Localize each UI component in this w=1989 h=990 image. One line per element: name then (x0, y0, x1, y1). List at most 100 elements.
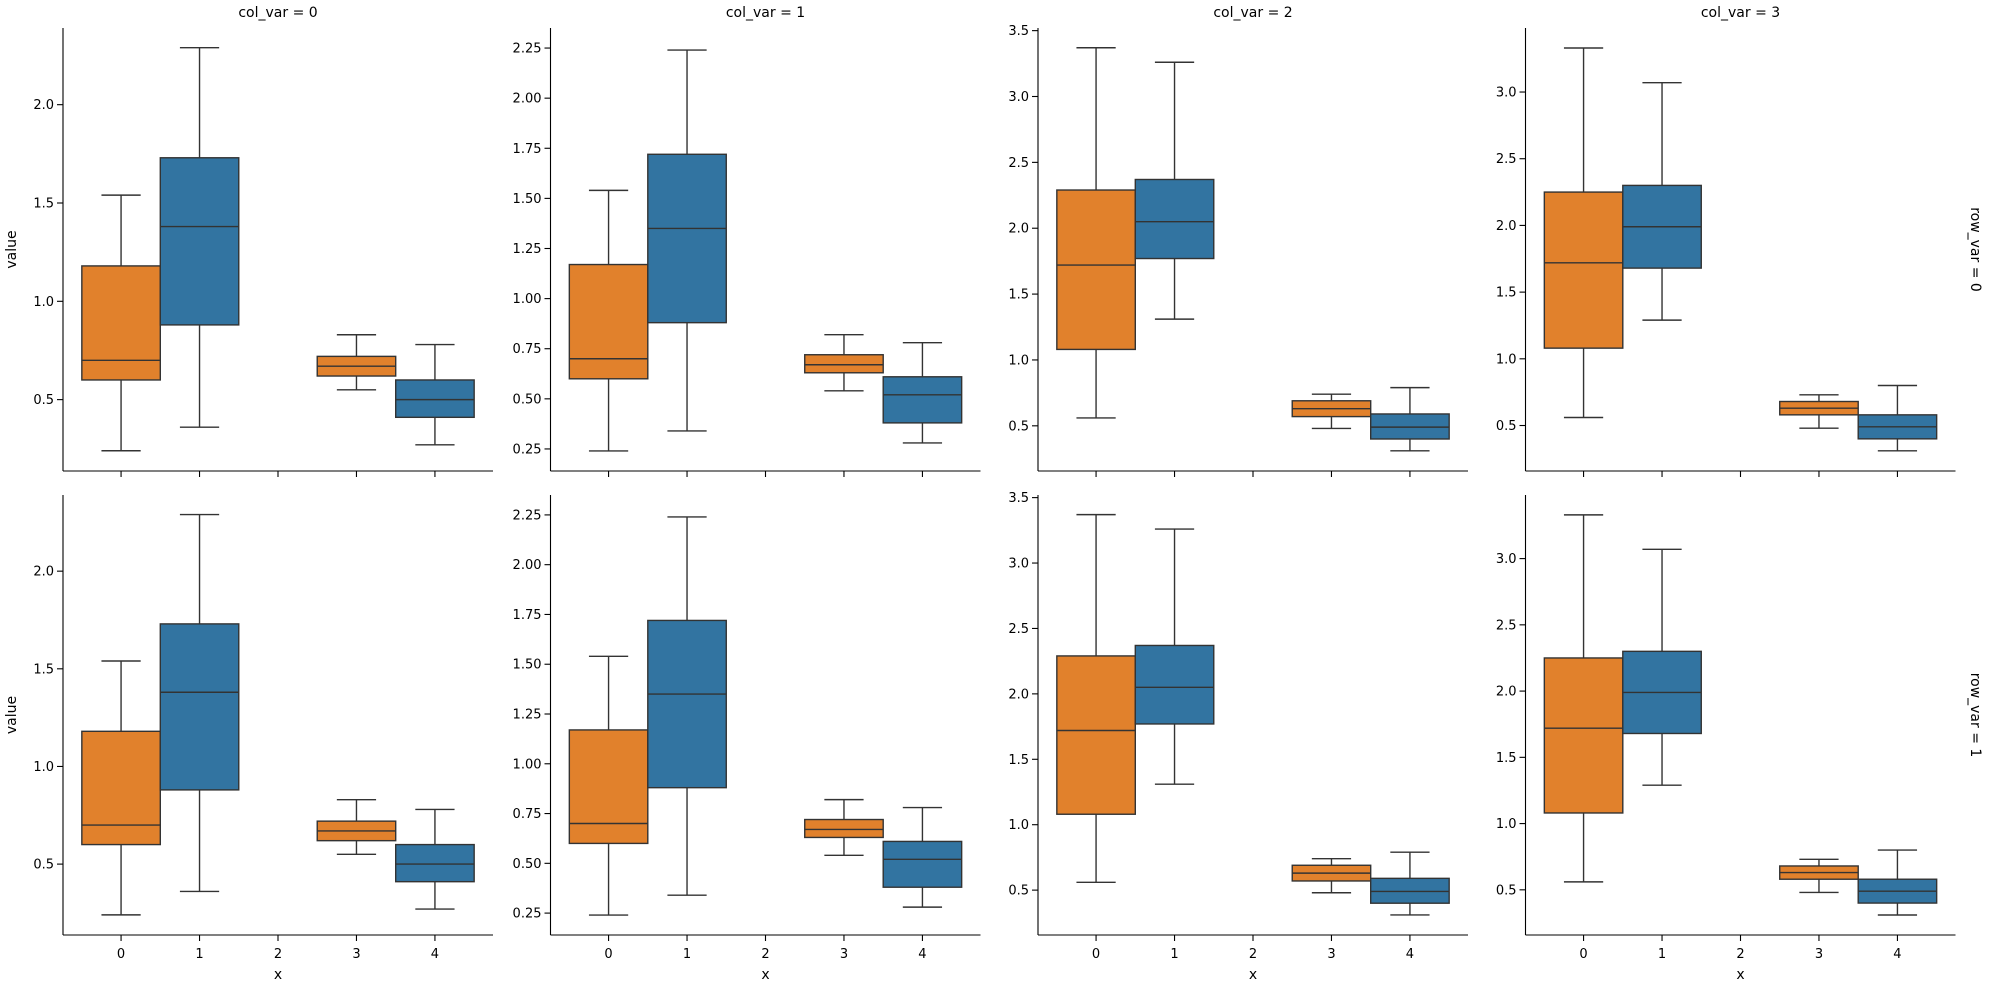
x-tick-label: 0 (1579, 947, 1587, 962)
y-axis-label: value (4, 696, 20, 734)
box-group-x3 (1291, 393, 1372, 430)
box-group-x4 (1370, 386, 1450, 452)
x-tick-label: 0 (1092, 947, 1100, 962)
x-tick-label: 4 (431, 947, 439, 962)
y-tick-label: 3.0 (1008, 90, 1029, 105)
y-tick-label: 1.25 (513, 708, 542, 723)
y-tick-label: 1.0 (1008, 818, 1029, 833)
row-label: row_var = 1 (1967, 673, 1983, 758)
box-group-x3 (804, 798, 884, 857)
x-tick-label: 4 (918, 947, 926, 962)
subplot-r1-c3: 0.5 1.0 1.5 2.0 2.5 3.0 0 1 2 3 4 x row_var = 1 (1496, 495, 1983, 983)
box-group-x4 (395, 343, 475, 446)
box-group-x4 (1857, 384, 1938, 452)
y-tick-label: 0.5 (1496, 883, 1517, 898)
box (882, 376, 963, 424)
y-tick-label: 2.0 (1496, 685, 1517, 700)
box-group-x1 (159, 513, 240, 893)
y-tick-label: 0.25 (513, 442, 542, 457)
y-tick-label: 1.5 (1008, 753, 1029, 768)
y-tick-label: 1.75 (513, 142, 542, 157)
x-tick-label: 0 (604, 947, 612, 962)
box (1134, 178, 1215, 260)
subplot-r1-c2: 0.5 1.0 1.5 2.0 2.5 3.0 3.5 0 1 2 3 4 x (1008, 491, 1468, 983)
box-group-x1 (1134, 528, 1215, 785)
x-tick-label: 2 (1736, 947, 1744, 962)
subplot-title: col_var = 0 (238, 5, 317, 21)
box-group-x1 (647, 516, 727, 896)
y-tick-label: 0.5 (1008, 419, 1029, 434)
box-group-x3 (1779, 394, 1859, 429)
y-tick-label: 2.0 (1008, 222, 1029, 237)
y-tick-label: 2.25 (513, 42, 542, 57)
x-tick-label: 3 (1327, 947, 1335, 962)
box-group-x3 (316, 334, 397, 391)
y-tick-label: 0.5 (1496, 419, 1517, 434)
box (804, 354, 884, 374)
y-tick-label: 2.0 (33, 565, 54, 580)
box (81, 265, 161, 381)
x-tick-label: 1 (683, 947, 691, 962)
box (647, 153, 727, 324)
box (159, 157, 240, 326)
y-tick-label: 0.5 (33, 858, 54, 873)
subplot-title: col_var = 3 (1701, 5, 1780, 21)
box-group-x0 (1056, 513, 1136, 883)
box-group-x4 (882, 342, 963, 444)
x-tick-label: 2 (761, 947, 769, 962)
subplot-r0-c2: 0.5 1.0 1.5 2.0 2.5 3.0 3.5 col_var = 2 (1008, 5, 1468, 477)
box-group-x1 (1622, 548, 1702, 786)
box-group-x3 (1291, 858, 1372, 894)
y-tick-label: 1.5 (33, 662, 54, 677)
subplot-title: col_var = 1 (726, 5, 805, 21)
subplot-r1-c1: 0.25 0.50 0.75 1.00 1.25 1.50 1.75 2.00 2.25 0 1 2 3… (513, 495, 981, 983)
x-axis-label: x (274, 967, 282, 983)
y-axis-label: value (4, 230, 20, 268)
x-tick-label: 1 (1170, 947, 1178, 962)
subplot-r1-c0: 0.5 1.0 1.5 2.0 0 1 2 3 4 x value (4, 495, 493, 983)
y-tick-label: 1.0 (1496, 817, 1517, 832)
box-group-x0 (81, 660, 161, 916)
box (1056, 189, 1136, 351)
y-tick-label: 2.5 (1008, 156, 1029, 171)
box (882, 840, 963, 888)
x-tick-label: 2 (274, 947, 282, 962)
y-tick-label: 0.50 (513, 392, 542, 407)
y-tick-label: 3.0 (1008, 557, 1029, 572)
box (159, 623, 240, 791)
box (395, 843, 475, 883)
y-tick-label: 1.75 (513, 608, 542, 623)
y-tick-label: 1.00 (513, 292, 542, 307)
box-group-x1 (647, 49, 727, 432)
y-tick-label: 0.50 (513, 857, 542, 872)
y-tick-label: 1.5 (1008, 288, 1029, 303)
y-tick-label: 1.5 (33, 196, 54, 211)
y-tick-label: 2.0 (33, 98, 54, 113)
y-tick-label: 2.5 (1496, 618, 1517, 633)
box-group-x4 (1857, 849, 1938, 916)
y-tick-label: 0.5 (1008, 884, 1029, 899)
box-group-x0 (568, 189, 649, 452)
y-tick-label: 1.5 (1496, 286, 1517, 301)
box-group-x0 (1056, 47, 1136, 419)
box-group-x1 (159, 46, 240, 428)
box (1134, 644, 1215, 725)
box-group-x0 (1543, 47, 1624, 419)
y-tick-label: 2.00 (513, 558, 542, 573)
y-tick-label: 0.75 (513, 342, 542, 357)
x-tick-label: 1 (195, 947, 203, 962)
y-tick-label: 1.50 (513, 658, 542, 673)
box (1056, 655, 1136, 815)
y-tick-label: 1.0 (33, 760, 54, 775)
y-tick-label: 1.0 (1496, 352, 1517, 367)
y-tick-label: 3.5 (1008, 491, 1029, 506)
x-tick-label: 1 (1658, 947, 1666, 962)
x-axis-label: x (1249, 967, 1257, 983)
box (395, 379, 475, 419)
y-tick-label: 3.5 (1008, 24, 1029, 39)
subplot-r0-c1: 0.25 0.50 0.75 1.00 1.25 1.50 1.75 2.00 2.25 col_… (513, 5, 981, 477)
y-tick-label: 2.0 (1008, 687, 1029, 702)
x-tick-label: 4 (1406, 947, 1414, 962)
box-group-x0 (1543, 514, 1624, 883)
box-group-x4 (1370, 851, 1450, 916)
